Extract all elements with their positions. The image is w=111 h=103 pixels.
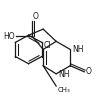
Text: Cl: Cl (44, 41, 51, 50)
Text: NH: NH (72, 45, 84, 54)
Text: NH: NH (58, 70, 70, 79)
Text: CH₃: CH₃ (57, 87, 70, 93)
Text: O: O (33, 12, 39, 20)
Text: O: O (85, 67, 91, 76)
Text: HO: HO (3, 32, 15, 41)
